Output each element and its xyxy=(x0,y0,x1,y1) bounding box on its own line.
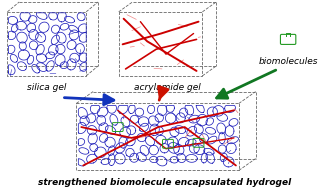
Text: silica gel: silica gel xyxy=(27,83,67,92)
Text: strengthened biomolecule encapsulated hydrogel: strengthened biomolecule encapsulated hy… xyxy=(38,178,292,187)
Text: biomolecules: biomolecules xyxy=(259,57,318,66)
Text: acrylamide gel: acrylamide gel xyxy=(134,83,200,92)
